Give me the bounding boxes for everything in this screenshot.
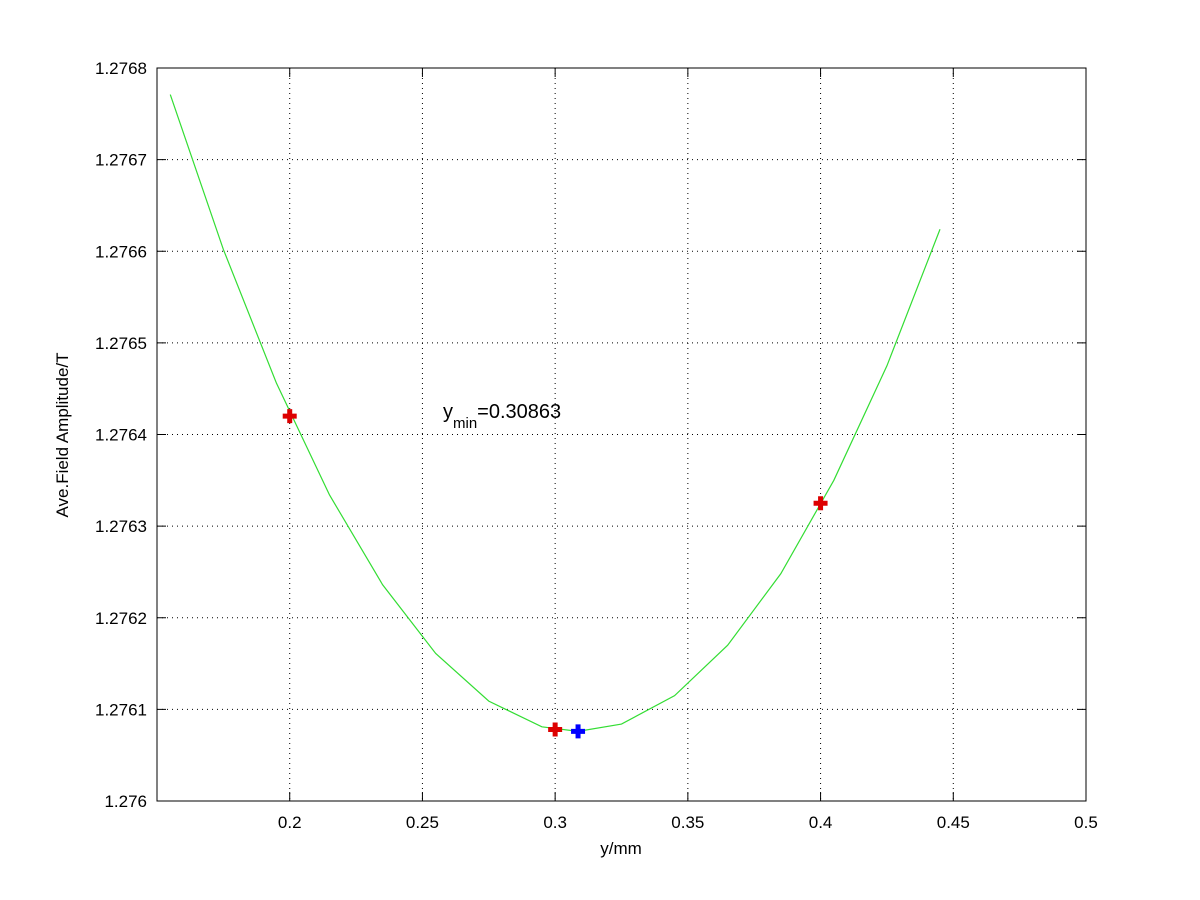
- y-axis-label: Ave.Field Amplitude/T: [53, 352, 72, 517]
- marker: [571, 724, 586, 739]
- y-tick-label: 1.2766: [95, 242, 147, 261]
- x-tick-label: 0.3: [543, 813, 567, 832]
- x-tick-label: 0.25: [406, 813, 439, 832]
- x-tick-label: 0.2: [278, 813, 302, 832]
- x-tick-label: 0.4: [809, 813, 833, 832]
- x-tick-label: 0.35: [671, 813, 704, 832]
- y-tick-label: 1.2768: [95, 59, 147, 78]
- x-axis-label: y/mm: [600, 839, 642, 858]
- marker: [548, 722, 563, 737]
- annotation-rest: =0.30863: [477, 401, 561, 423]
- y-tick-label: 1.2767: [95, 151, 147, 170]
- annotation-sub: min: [453, 415, 477, 432]
- y-tick-label: 1.2765: [95, 334, 147, 353]
- x-tick-label: 0.45: [937, 813, 970, 832]
- y-tick-label: 1.2763: [95, 517, 147, 536]
- marker: [282, 409, 297, 424]
- x-tick-label: 0.5: [1074, 813, 1098, 832]
- y-tick-label: 1.2761: [95, 700, 147, 719]
- y-tick-label: 1.276: [104, 792, 147, 811]
- plot-frame: [156, 67, 1087, 802]
- annotation: ymin=0.30863: [443, 401, 561, 432]
- annotation-base: y: [443, 401, 453, 423]
- y-tick-label: 1.2764: [95, 426, 147, 445]
- marker: [813, 496, 828, 511]
- y-tick-label: 1.2762: [95, 609, 147, 628]
